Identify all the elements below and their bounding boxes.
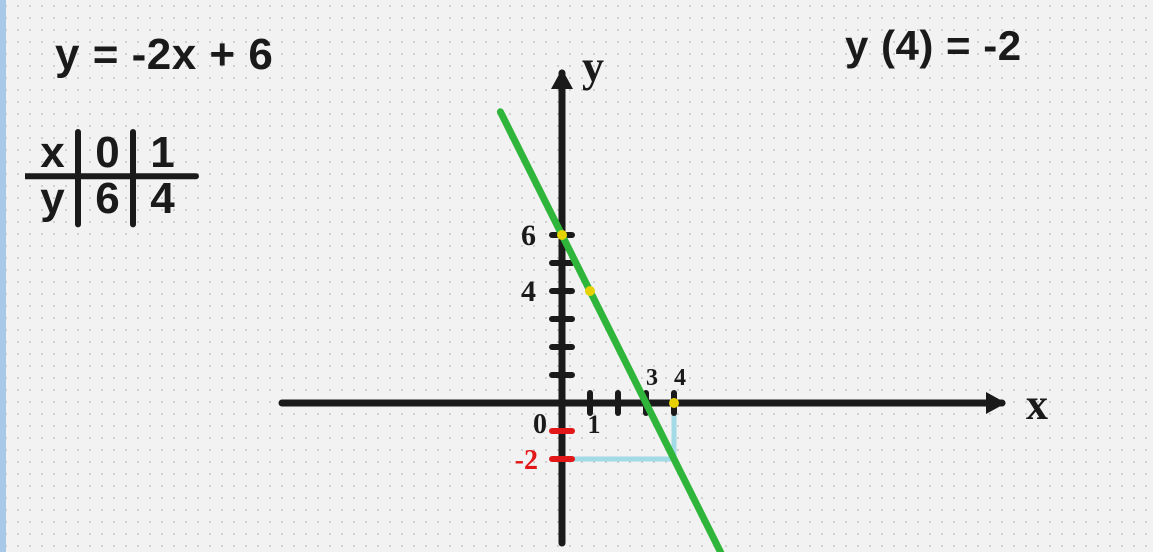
coordinate-plot: 640134-2xy xyxy=(0,0,1153,552)
function-line xyxy=(500,112,730,552)
x-tick-label: 1 xyxy=(588,410,601,439)
origin-label: 0 xyxy=(533,409,547,440)
y-tick-label: 6 xyxy=(521,219,536,252)
neg2-label: -2 xyxy=(515,445,538,476)
plotted-point xyxy=(669,398,679,408)
y-tick-label: 4 xyxy=(521,275,536,308)
x-tick-label: 3 xyxy=(646,365,658,391)
plotted-point xyxy=(557,230,567,240)
y-axis-label: y xyxy=(582,42,604,91)
x-tick-label: 4 xyxy=(674,365,686,391)
x-axis-label: x xyxy=(1026,380,1048,429)
plotted-point xyxy=(585,286,595,296)
